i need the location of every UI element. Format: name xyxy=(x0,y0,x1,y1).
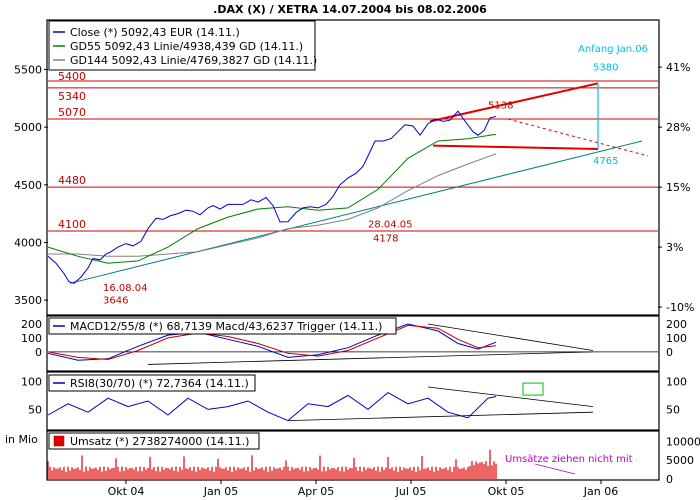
volume-ytick-0: 0 xyxy=(666,473,673,486)
annotation-0: 16.08.04 xyxy=(103,283,148,294)
macd-ytick-100: 100 xyxy=(21,332,42,345)
x-axis: Okt 04 Jan 05 Apr 05 Jul 05 Okt 05 Jan 06 xyxy=(108,480,618,498)
rsi-legend: RSI8(30/70) (*) 72,7364 (14.11.) xyxy=(48,374,256,392)
annotation-1: 3646 xyxy=(103,296,128,307)
rsi-panel-frame xyxy=(46,371,660,431)
ytick-label-4000: 4000 xyxy=(14,236,42,249)
xtick-label-1: Jan 05 xyxy=(203,485,238,498)
volume-ytick-5000: 5000 xyxy=(666,454,694,467)
ytick-label-4500: 4500 xyxy=(14,179,42,192)
hline-label-5400: 5400 xyxy=(58,70,86,83)
rsi-ytick-50: 50 xyxy=(28,403,42,416)
macd-ytick-200: 200 xyxy=(21,318,42,331)
price-legend: Close (*) 5092,43 EUR (14.11.) GD55 5092… xyxy=(48,20,317,71)
macd-series xyxy=(47,323,658,365)
annotation-7: 4765 xyxy=(593,156,618,167)
annotation-2: 28.04.05 xyxy=(368,219,413,230)
ytick-label-5500: 5500 xyxy=(14,63,42,76)
volume-unit-label: in Mio xyxy=(5,433,38,446)
price-y-axis-right: 41% 28% 15% 3% -10% xyxy=(658,61,694,314)
rsi-legend-label: RSI8(30/70) (*) 72,7364 (14.11.) xyxy=(70,377,249,390)
price-y-axis: 3500 4000 4500 5000 5500 xyxy=(14,63,48,307)
annotation-3: 4178 xyxy=(373,233,398,244)
price-series xyxy=(47,110,497,284)
rsi-ytick-right-50: 50 xyxy=(666,403,680,416)
volume-panel-frame xyxy=(46,430,660,481)
price-panel-frame xyxy=(46,19,660,316)
xtick-label-0: Okt 04 xyxy=(108,485,145,498)
volume-ytick-10000: 10000 xyxy=(666,435,700,448)
macd-ytick-right-200: 200 xyxy=(666,318,687,331)
rsi-ytick-right-100: 100 xyxy=(666,375,687,388)
volume-legend-label: Umsatz (*) 2738274000 (14.11.) xyxy=(70,435,249,448)
volume-legend-box xyxy=(48,432,260,450)
macd-legend-label: MACD12/55/8 (*) 68,7139 Macd/43,6237 Tri… xyxy=(70,320,382,333)
series-line-gd144 xyxy=(48,153,497,257)
xtick-label-3: Jul 05 xyxy=(395,485,427,498)
ytick-label-3500: 3500 xyxy=(14,294,42,307)
annotation-5: Anfang Jan.06 xyxy=(578,44,648,55)
rsi-line xyxy=(47,391,497,422)
hline-label-4480: 4480 xyxy=(58,174,86,187)
hline-label-5070: 5070 xyxy=(58,106,86,119)
rsi-ytick-100: 100 xyxy=(21,375,42,388)
macd-trendline-lower xyxy=(147,351,594,365)
trendline-long-uptrend xyxy=(69,140,643,284)
xtick-label-5: Jan 06 xyxy=(583,485,618,498)
trendline-forecast-dashed xyxy=(507,118,649,157)
ytick-label-5000: 5000 xyxy=(14,121,42,134)
rsi-trendline-upper xyxy=(427,386,594,407)
legend-label-gd144: GD144 5092,43 Linie/4769,3827 GD (14.11.… xyxy=(70,54,317,67)
macd-ytick-0: 0 xyxy=(35,346,42,359)
hline-label-4100: 4100 xyxy=(58,218,86,231)
price-legend-box xyxy=(48,20,316,71)
macd-legend-box xyxy=(48,317,397,335)
rsi-series xyxy=(47,382,594,422)
rsi-highlight-box xyxy=(522,382,544,396)
trendline-channel-lower xyxy=(432,144,599,151)
chart-title: .DAX (X) / XETRA 14.07.2004 bis 08.02.20… xyxy=(213,3,487,16)
ytick-right-label-3: 3% xyxy=(666,241,683,254)
xtick-label-4: Okt 05 xyxy=(488,485,525,498)
ytick-right-label-0: 41% xyxy=(666,61,690,74)
series-line-close xyxy=(47,110,497,284)
ytick-right-label-2: 15% xyxy=(666,181,690,194)
macd-line-trigger xyxy=(47,324,497,361)
hline-label-5340: 5340 xyxy=(58,90,86,103)
macd-line-macd xyxy=(47,323,497,361)
trendline-channel-upper xyxy=(429,82,599,123)
price-annotations: 16.08.04 3646 28.04.05 4178 5138 Anfang Jan.0… xyxy=(103,44,648,306)
macd-panel-frame xyxy=(46,315,660,372)
rsi-trendline-lower xyxy=(287,411,594,421)
volume-legend: Umsatz (*) 2738274000 (14.11.) xyxy=(48,432,260,450)
annotation-6: 5380 xyxy=(593,63,618,74)
price-overlays: 5400 5340 5070 4480 4100 xyxy=(48,70,658,284)
rsi-y-axis: 50 50 100 100 xyxy=(21,375,687,416)
xtick-label-2: Apr 05 xyxy=(298,485,335,498)
macd-trendline-upper xyxy=(427,323,594,351)
annotation-4: 5138 xyxy=(488,101,513,112)
volume-annotation-pointer xyxy=(534,463,576,475)
volume-annotation: Umsätze ziehen nicht mit xyxy=(505,454,633,465)
macd-ytick-right-100: 100 xyxy=(666,332,687,345)
volume-legend-swatch xyxy=(53,435,65,447)
legend-label-close: Close (*) 5092,43 EUR (14.11.) xyxy=(70,26,240,39)
volume-bars xyxy=(47,449,497,479)
series-line-gd55 xyxy=(47,133,497,264)
volume-y-axis: 0 5000 10000 xyxy=(666,435,700,486)
ytick-right-label-1: 28% xyxy=(666,121,690,134)
ytick-right-label-4: -10% xyxy=(666,301,694,314)
macd-ytick-right-0: 0 xyxy=(666,346,673,359)
legend-label-gd55: GD55 5092,43 Linie/4938,439 GD (14.11.) xyxy=(70,40,303,53)
macd-legend: MACD12/55/8 (*) 68,7139 Macd/43,6237 Tri… xyxy=(48,317,397,335)
rsi-legend-box xyxy=(48,374,256,392)
